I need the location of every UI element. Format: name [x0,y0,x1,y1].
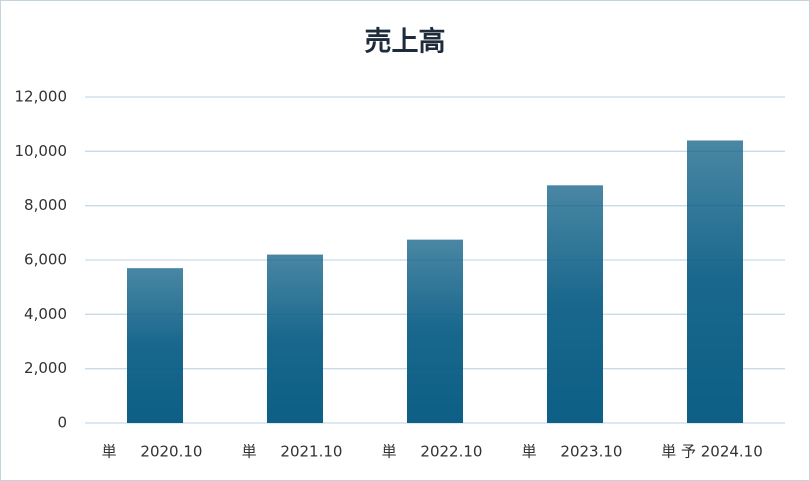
y-tick-label: 6,000 [24,251,67,269]
y-tick-label: 10,000 [15,142,68,160]
x-tick-label: 単 予 2024.10 [661,443,763,461]
x-tick-label: 単 2022.10 [382,443,483,461]
y-tick-label: 2,000 [24,359,67,377]
x-tick-label: 単 2023.10 [522,443,623,461]
y-tick-label: 0 [57,414,67,432]
y-tick-label: 4,000 [24,305,67,323]
bar [547,185,603,423]
bar [127,268,183,423]
bar [407,239,463,423]
x-tick-label: 単 2021.10 [242,443,343,461]
bar [687,140,743,423]
bar [267,254,323,423]
y-tick-label: 12,000 [15,88,68,106]
x-tick-label: 単 2020.10 [102,443,203,461]
y-tick-label: 8,000 [24,196,67,214]
chart-title: 売上高 [365,26,446,58]
